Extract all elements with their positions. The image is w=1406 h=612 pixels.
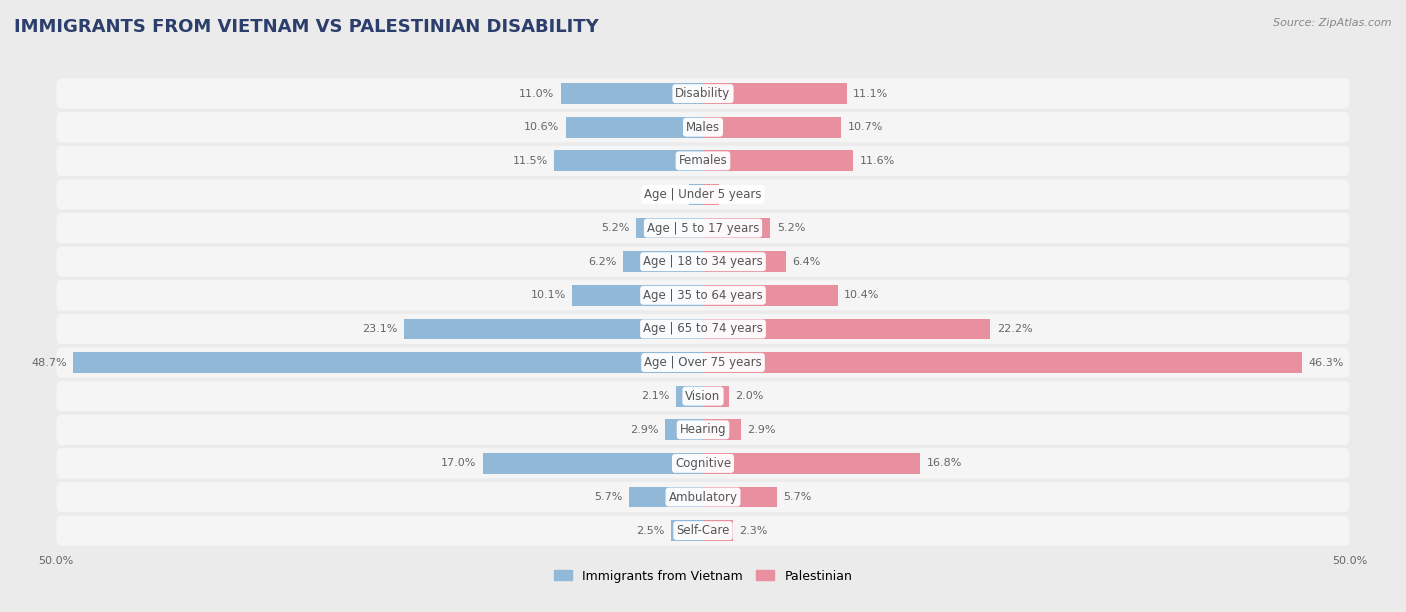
Text: 10.4%: 10.4% xyxy=(844,290,879,300)
Bar xyxy=(554,151,703,171)
Bar xyxy=(572,285,703,306)
Bar xyxy=(703,487,776,507)
Text: Ambulatory: Ambulatory xyxy=(668,490,738,504)
Text: 6.4%: 6.4% xyxy=(792,256,821,267)
Text: 5.2%: 5.2% xyxy=(776,223,806,233)
Bar xyxy=(623,252,703,272)
Bar xyxy=(703,252,786,272)
Text: Vision: Vision xyxy=(685,390,721,403)
FancyBboxPatch shape xyxy=(56,348,1350,378)
Text: 11.1%: 11.1% xyxy=(853,89,889,99)
Text: Cognitive: Cognitive xyxy=(675,457,731,470)
Bar xyxy=(703,520,733,541)
Text: 2.9%: 2.9% xyxy=(747,425,776,435)
Bar xyxy=(703,184,718,205)
Text: Age | 65 to 74 years: Age | 65 to 74 years xyxy=(643,323,763,335)
Text: Age | Under 5 years: Age | Under 5 years xyxy=(644,188,762,201)
Text: 1.2%: 1.2% xyxy=(725,190,754,200)
Bar xyxy=(665,419,703,440)
Text: 17.0%: 17.0% xyxy=(441,458,477,468)
Bar xyxy=(703,419,741,440)
Text: Self-Care: Self-Care xyxy=(676,524,730,537)
FancyBboxPatch shape xyxy=(56,448,1350,479)
Text: 6.2%: 6.2% xyxy=(588,256,616,267)
Text: Source: ZipAtlas.com: Source: ZipAtlas.com xyxy=(1274,18,1392,28)
Bar xyxy=(484,453,703,474)
Text: Hearing: Hearing xyxy=(679,424,727,436)
Text: 5.2%: 5.2% xyxy=(600,223,630,233)
FancyBboxPatch shape xyxy=(56,415,1350,445)
Text: Females: Females xyxy=(679,154,727,167)
Bar xyxy=(636,218,703,239)
Text: 11.6%: 11.6% xyxy=(859,156,894,166)
FancyBboxPatch shape xyxy=(56,314,1350,344)
Bar xyxy=(676,386,703,406)
FancyBboxPatch shape xyxy=(56,280,1350,310)
Bar xyxy=(703,318,990,339)
Bar xyxy=(73,352,703,373)
Text: Age | Over 75 years: Age | Over 75 years xyxy=(644,356,762,369)
Text: 16.8%: 16.8% xyxy=(927,458,962,468)
Bar xyxy=(703,151,853,171)
Text: 48.7%: 48.7% xyxy=(31,357,66,368)
Text: 11.0%: 11.0% xyxy=(519,89,554,99)
FancyBboxPatch shape xyxy=(56,381,1350,411)
Legend: Immigrants from Vietnam, Palestinian: Immigrants from Vietnam, Palestinian xyxy=(548,564,858,588)
Text: 11.5%: 11.5% xyxy=(513,156,548,166)
FancyBboxPatch shape xyxy=(56,179,1350,209)
Text: Age | 18 to 34 years: Age | 18 to 34 years xyxy=(643,255,763,268)
Text: 2.5%: 2.5% xyxy=(636,526,664,536)
Text: 10.1%: 10.1% xyxy=(530,290,565,300)
Bar xyxy=(703,218,770,239)
Bar xyxy=(703,83,846,104)
Text: 10.6%: 10.6% xyxy=(524,122,560,132)
Bar xyxy=(565,117,703,138)
Bar xyxy=(703,352,1302,373)
Text: 22.2%: 22.2% xyxy=(997,324,1032,334)
FancyBboxPatch shape xyxy=(56,146,1350,176)
Bar xyxy=(630,487,703,507)
Text: 10.7%: 10.7% xyxy=(848,122,883,132)
Text: 1.1%: 1.1% xyxy=(654,190,682,200)
Bar xyxy=(703,386,728,406)
Bar xyxy=(703,453,921,474)
Text: 46.3%: 46.3% xyxy=(1309,357,1344,368)
Bar xyxy=(689,184,703,205)
FancyBboxPatch shape xyxy=(56,482,1350,512)
Text: Disability: Disability xyxy=(675,87,731,100)
Text: 2.1%: 2.1% xyxy=(641,391,669,401)
Text: IMMIGRANTS FROM VIETNAM VS PALESTINIAN DISABILITY: IMMIGRANTS FROM VIETNAM VS PALESTINIAN D… xyxy=(14,18,599,36)
Bar xyxy=(671,520,703,541)
Bar xyxy=(703,117,841,138)
FancyBboxPatch shape xyxy=(56,247,1350,277)
Bar xyxy=(404,318,703,339)
Text: 2.3%: 2.3% xyxy=(740,526,768,536)
Text: 5.7%: 5.7% xyxy=(783,492,811,502)
Text: 2.9%: 2.9% xyxy=(630,425,659,435)
FancyBboxPatch shape xyxy=(56,112,1350,143)
Text: Males: Males xyxy=(686,121,720,134)
FancyBboxPatch shape xyxy=(56,515,1350,546)
Bar xyxy=(561,83,703,104)
Text: 2.0%: 2.0% xyxy=(735,391,763,401)
FancyBboxPatch shape xyxy=(56,213,1350,243)
Text: Age | 5 to 17 years: Age | 5 to 17 years xyxy=(647,222,759,234)
Bar xyxy=(703,285,838,306)
Text: Age | 35 to 64 years: Age | 35 to 64 years xyxy=(643,289,763,302)
Text: 23.1%: 23.1% xyxy=(363,324,398,334)
FancyBboxPatch shape xyxy=(56,78,1350,109)
Text: 5.7%: 5.7% xyxy=(595,492,623,502)
